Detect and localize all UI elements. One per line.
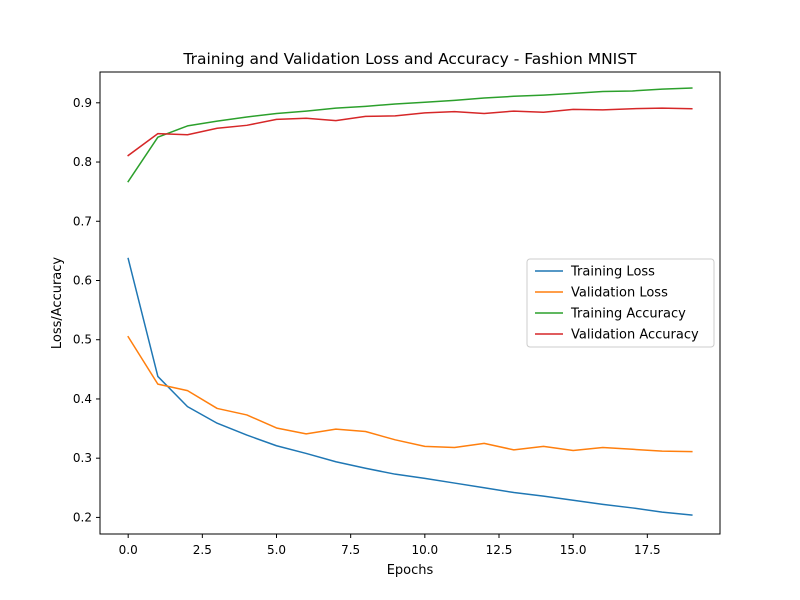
chart-title: Training and Validation Loss and Accurac…: [182, 50, 637, 68]
series-line-training-accuracy: [127, 87, 693, 183]
x-axis-label: Epochs: [387, 563, 434, 578]
plot-lines: [127, 87, 693, 516]
y-tick-label: 0.2: [73, 510, 92, 524]
plot-frame: [99, 71, 721, 535]
y-tick-label: 0.7: [73, 214, 92, 228]
x-axis: 0.0 2.5 5.0 7.5 10.0 12.5 15.0 17.5: [119, 534, 661, 557]
x-tick-label: 2.5: [193, 543, 212, 557]
x-tick-label: 12.5: [486, 543, 513, 557]
legend-entry: Validation Loss: [571, 286, 668, 301]
x-tick-label: 15.0: [560, 543, 587, 557]
y-axis-label: Loss/Accuracy: [50, 257, 65, 350]
y-axis: 0.2 0.3 0.4 0.5 0.6 0.7 0.8 0.9: [73, 96, 100, 524]
series-line-validation-accuracy: [127, 107, 693, 157]
y-tick-label: 0.3: [73, 451, 92, 465]
y-tick-label: 0.9: [73, 96, 92, 110]
series-line-validation-loss: [127, 335, 693, 453]
series-line-training-loss: [127, 257, 693, 516]
y-tick-label: 0.8: [73, 155, 92, 169]
y-tick-label: 0.5: [73, 333, 92, 347]
x-tick-label: 5.0: [267, 543, 286, 557]
y-tick-label: 0.6: [73, 273, 92, 287]
legend-entry: Validation Accuracy: [571, 328, 699, 343]
legend-entry: Training Loss: [570, 265, 655, 280]
legend-box: [526, 258, 715, 348]
y-tick-label: 0.4: [73, 392, 92, 406]
x-tick-label: 17.5: [634, 543, 661, 557]
legend: Training Loss Validation Loss Training Acc…: [526, 258, 715, 348]
x-tick-label: 7.5: [341, 543, 360, 557]
x-tick-label: 0.0: [119, 543, 138, 557]
x-tick-label: 10.0: [411, 543, 438, 557]
legend-entry: Training Accuracy: [570, 307, 686, 322]
